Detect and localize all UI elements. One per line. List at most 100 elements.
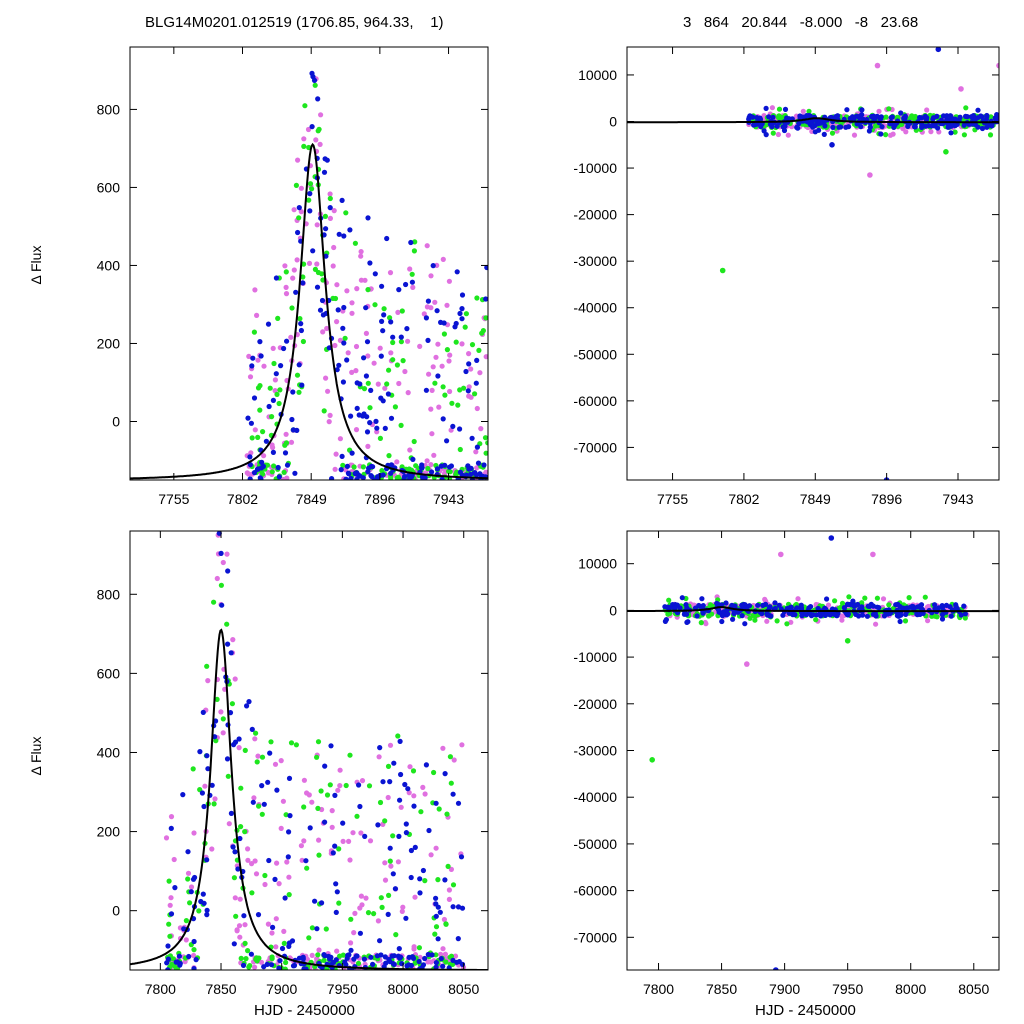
- data-point-magenta: [466, 384, 472, 390]
- data-point-blue: [459, 905, 466, 911]
- data-point-green: [455, 402, 461, 408]
- y-tick-label: -50000: [573, 346, 617, 362]
- data-point-blue: [715, 601, 721, 607]
- data-point-green: [301, 143, 307, 149]
- data-point-blue: [747, 113, 753, 119]
- x-tick-label: 8000: [387, 981, 418, 997]
- data-point-blue: [417, 890, 423, 896]
- data-point-magenta: [329, 824, 335, 830]
- data-point-blue: [433, 800, 439, 806]
- data-point-green: [425, 465, 431, 472]
- x-tick-label: 7755: [657, 491, 688, 507]
- data-point-green: [167, 933, 173, 939]
- data-point-green: [267, 385, 273, 391]
- data-point-blue: [282, 895, 288, 901]
- outlier-point-green: [649, 757, 655, 763]
- data-point-blue: [270, 449, 276, 455]
- data-point-green: [377, 435, 383, 441]
- data-point-green: [276, 400, 282, 407]
- outlier-point-blue: [773, 967, 779, 970]
- data-point-green: [813, 617, 819, 623]
- data-point-magenta: [398, 804, 404, 810]
- data-point-blue: [235, 866, 241, 872]
- data-point-magenta: [171, 856, 177, 863]
- data-point-magenta: [785, 132, 791, 138]
- data-point-blue: [307, 191, 313, 197]
- model-curve: [130, 142, 488, 480]
- data-point-green: [301, 804, 307, 810]
- data-point-magenta: [396, 380, 402, 387]
- data-point-green: [238, 785, 244, 791]
- data-point-blue: [368, 387, 374, 393]
- data-point-green: [435, 877, 441, 883]
- data-point-green: [254, 759, 260, 765]
- data-point-blue: [433, 960, 439, 966]
- data-point-green: [752, 617, 758, 623]
- data-point-blue: [370, 961, 376, 968]
- data-point-blue: [423, 315, 429, 321]
- data-point-green: [302, 103, 308, 109]
- data-point-magenta: [327, 215, 333, 221]
- data-point-blue: [330, 850, 336, 856]
- data-point-blue: [284, 338, 290, 344]
- data-point-blue: [353, 953, 359, 959]
- data-point-green: [764, 122, 770, 128]
- data-point-magenta: [474, 465, 480, 471]
- data-point-blue: [725, 611, 731, 617]
- data-point-blue: [205, 766, 211, 772]
- data-point-blue: [770, 114, 776, 120]
- data-point-blue: [871, 113, 877, 119]
- data-point-green: [390, 357, 396, 363]
- y-tick-label: -40000: [573, 300, 617, 316]
- data-point-green: [296, 389, 302, 395]
- data-point-magenta: [309, 952, 315, 959]
- data-point-magenta: [466, 393, 472, 399]
- data-point-magenta: [295, 157, 301, 163]
- data-point-green: [218, 582, 224, 588]
- data-point-green: [297, 316, 303, 322]
- data-point-green: [449, 400, 455, 406]
- data-point-blue: [380, 328, 386, 334]
- data-point-blue: [249, 363, 255, 369]
- data-point-blue: [338, 467, 344, 473]
- data-point-green: [388, 475, 394, 480]
- y-tick-label: 600: [97, 665, 121, 681]
- data-point-blue: [426, 827, 432, 834]
- data-point-blue: [422, 475, 428, 480]
- data-point-blue: [198, 898, 204, 905]
- data-point-blue: [940, 113, 947, 119]
- data-point-magenta: [327, 191, 333, 197]
- data-point-green: [906, 595, 912, 601]
- data-point-green: [988, 114, 994, 120]
- data-point-blue: [347, 227, 353, 233]
- data-point-blue: [334, 367, 340, 373]
- data-point-green: [282, 966, 288, 970]
- y-tick-label: 800: [97, 101, 121, 117]
- data-point-blue: [387, 845, 393, 851]
- data-point-blue: [962, 611, 969, 617]
- y-tick-label: -50000: [573, 836, 617, 852]
- data-point-green: [378, 895, 384, 901]
- data-point-green: [271, 360, 277, 367]
- data-point-magenta: [237, 934, 243, 940]
- data-point-blue: [286, 775, 293, 782]
- data-point-green: [441, 331, 447, 337]
- data-point-magenta: [288, 439, 295, 445]
- data-point-magenta: [399, 908, 405, 915]
- data-point-blue: [230, 844, 236, 850]
- data-point-green: [242, 747, 248, 754]
- data-point-magenta: [459, 341, 465, 347]
- data-point-magenta: [428, 462, 434, 468]
- data-point-magenta: [887, 132, 894, 138]
- data-point-magenta: [363, 895, 369, 901]
- data-point-magenta: [230, 637, 236, 643]
- data-point-blue: [344, 463, 350, 469]
- data-point-blue: [248, 951, 254, 957]
- outlier-point-green: [943, 149, 949, 155]
- data-point-blue: [466, 361, 472, 367]
- data-point-blue: [186, 953, 192, 960]
- data-point-blue: [409, 954, 416, 960]
- data-point-magenta: [301, 777, 307, 783]
- data-point-blue: [948, 613, 954, 619]
- data-point-blue: [322, 953, 328, 959]
